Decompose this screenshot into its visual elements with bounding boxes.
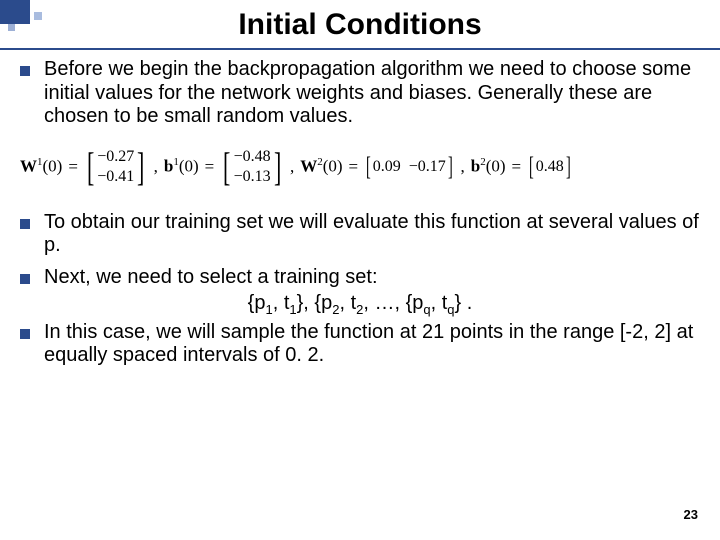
slide-title: Initial Conditions [0, 8, 720, 42]
eq-sign: = [349, 157, 359, 177]
W2-val-2: −0.17 [409, 158, 446, 176]
comma: , [460, 157, 464, 177]
W1-val-1: −0.27 [97, 147, 134, 167]
slide-content: Before we begin the backpropagation algo… [20, 58, 700, 376]
training-set-notation: {p1, t1}, {p2, t2, …, {pq, tq} . [20, 292, 700, 317]
bullet-marker [20, 329, 30, 339]
W1-val-2: −0.41 [97, 167, 134, 187]
eq-sign: = [68, 157, 78, 177]
eq-W1-label: W1(0) [20, 156, 62, 177]
comma: , [154, 157, 158, 177]
eq-b1-label: b1(0) [164, 156, 199, 177]
eq-sign: = [512, 157, 522, 177]
bullet-item-1: Before we begin the backpropagation algo… [20, 58, 700, 129]
matrix-b2: [ 0.48 ] [527, 158, 572, 176]
eq-b2-label: b2(0) [471, 156, 506, 177]
b1-val-2: −0.13 [234, 167, 271, 187]
bullet-text: Before we begin the backpropagation algo… [44, 58, 700, 129]
bullet-text: Next, we need to select a training set: [44, 266, 378, 290]
bullet-item-4: In this case, we will sample the functio… [20, 321, 700, 368]
bullet-marker [20, 219, 30, 229]
equation-row: W1(0) = [ −0.27 −0.41 ] , b1(0) = [ −0.4… [20, 147, 700, 187]
bullet-item-2: To obtain our training set we will evalu… [20, 211, 700, 258]
bullet-text: In this case, we will sample the functio… [44, 321, 700, 368]
b2-val-1: 0.48 [536, 158, 564, 176]
eq-W2-label: W2(0) [300, 156, 342, 177]
bullet-item-3: Next, we need to select a training set: [20, 266, 700, 290]
matrix-b1: [ −0.48 −0.13 ] [220, 147, 284, 187]
b1-val-1: −0.48 [234, 147, 271, 167]
eq-sign: = [205, 157, 215, 177]
title-underline [0, 48, 720, 50]
W2-val-1: 0.09 [373, 158, 401, 176]
page-number: 23 [684, 507, 698, 522]
bullet-marker [20, 66, 30, 76]
matrix-W2: [ 0.09 −0.17 ] [364, 158, 454, 176]
bullet-marker [20, 274, 30, 284]
bullet-text: To obtain our training set we will evalu… [44, 211, 700, 258]
matrix-W1: [ −0.27 −0.41 ] [84, 147, 148, 187]
comma: , [290, 157, 294, 177]
